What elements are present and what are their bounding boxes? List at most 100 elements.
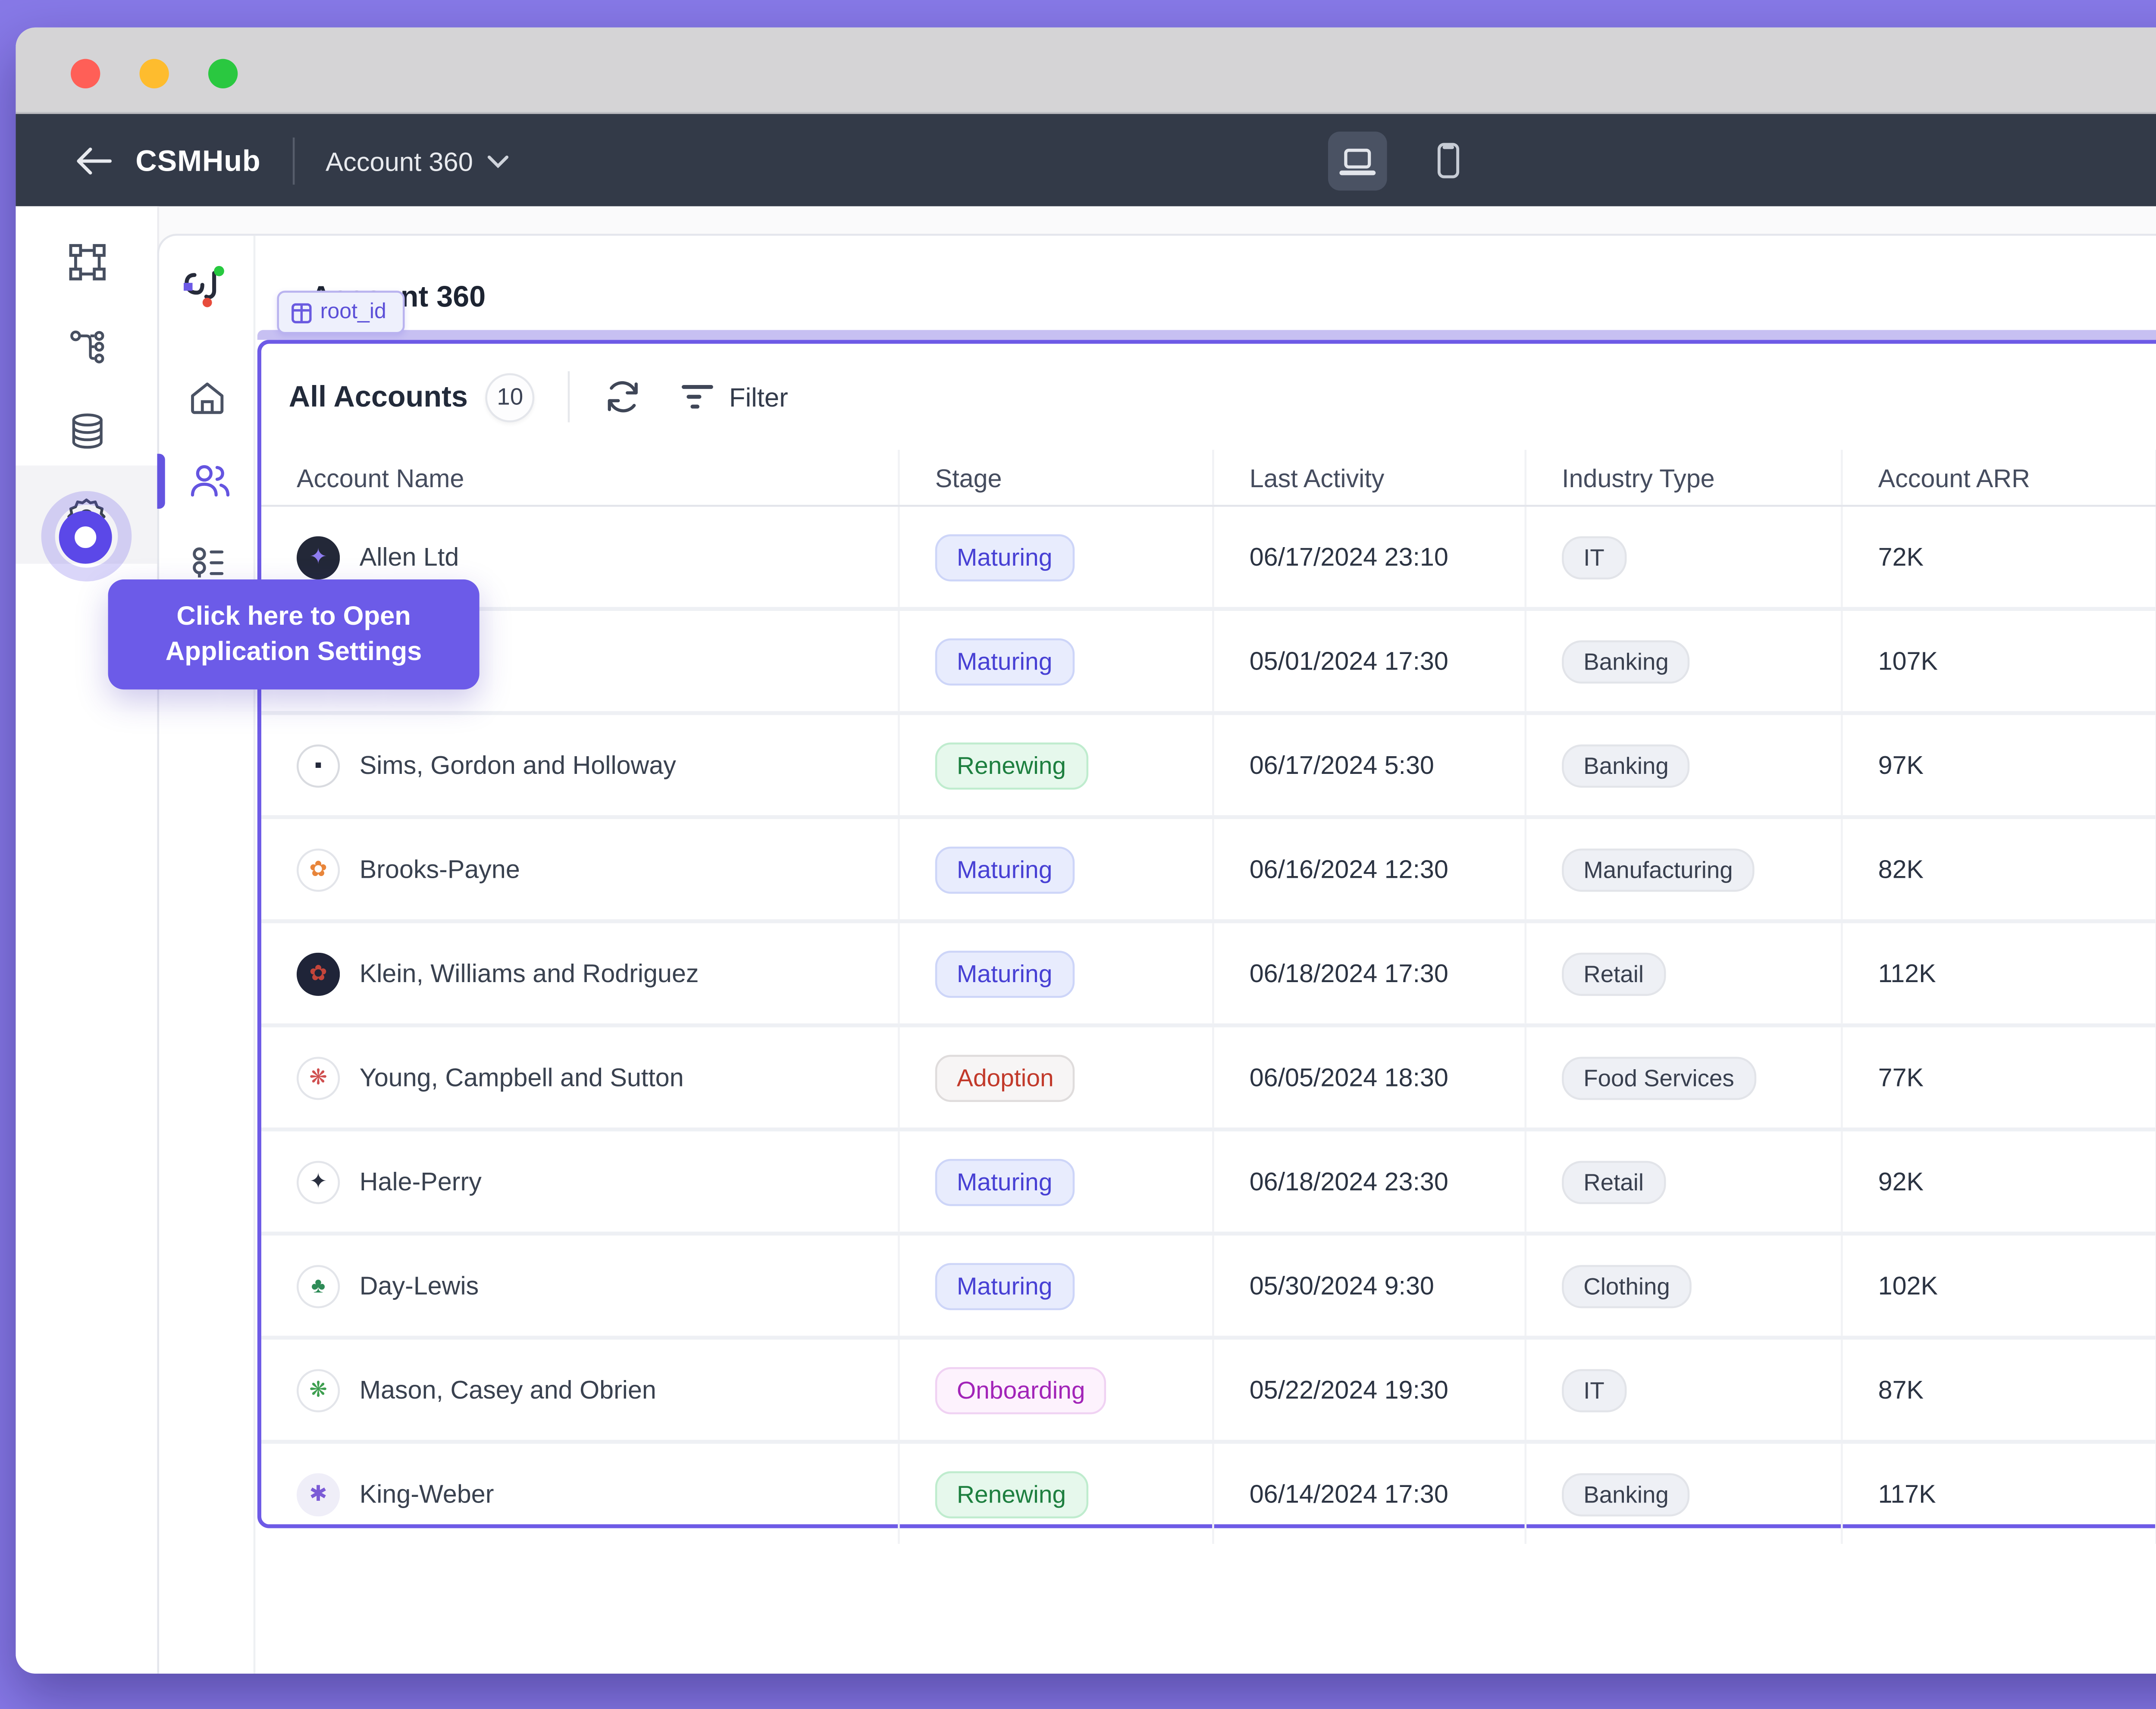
app-canvas: Account 360 root_id Properties All Accou… <box>157 234 2156 1674</box>
table-row[interactable]: ▪ Sims, Gordon and Holloway Renewing 06/… <box>261 711 2156 815</box>
arr-value: 72K <box>1878 542 1924 572</box>
table-row[interactable]: Maturing 05/01/2024 17:30 Banking 107K 0… <box>261 607 2156 711</box>
arr-cell: 97K <box>1841 715 2155 815</box>
account-name: Allen Ltd <box>359 542 459 572</box>
desktop-view-toggle[interactable] <box>1328 131 1387 191</box>
column-header-open-tasks[interactable]: Open Tasks <box>2155 450 2156 505</box>
people-icon <box>188 462 230 499</box>
last-activity-value: 06/14/2024 17:30 <box>1249 1479 1448 1509</box>
chevron-down-icon <box>487 154 508 168</box>
toolbar-divider <box>568 371 570 423</box>
account-name-cell: ♣ Day-Lewis <box>261 1236 898 1336</box>
column-header-last-activity[interactable]: Last Activity <box>1212 450 1524 505</box>
last-activity-cell: 05/30/2024 9:30 <box>1212 1235 1524 1336</box>
industry-badge: Food Services <box>1562 1055 1756 1099</box>
account-name: Klein, Williams and Rodriguez <box>359 958 699 988</box>
account-name: Hale-Perry <box>359 1167 482 1196</box>
zoom-window-button[interactable] <box>208 59 238 89</box>
arr-value: 77K <box>1878 1062 1924 1092</box>
industry-badge: Retail <box>1562 1160 1666 1203</box>
table-row[interactable]: ✿ Brooks-Payne Maturing 06/16/2024 12:30… <box>261 815 2156 920</box>
stage-cell: Maturing <box>898 1235 1212 1336</box>
arr-value: 102K <box>1878 1271 1938 1301</box>
sidebar-item-flows[interactable] <box>68 328 105 366</box>
sidebar-item-frames[interactable] <box>68 244 105 281</box>
table-row[interactable]: ✦ Allen Ltd Maturing 06/17/2024 23:10 IT… <box>261 507 2156 607</box>
back-icon[interactable] <box>75 145 112 177</box>
arr-cell: 107K <box>1841 610 2155 711</box>
account-name: King-Weber <box>359 1479 494 1509</box>
account-avatar: ✦ <box>296 535 340 579</box>
stage-cell: Maturing <box>898 507 1212 607</box>
stage-badge: Maturing <box>935 845 1074 893</box>
phone-icon <box>1432 141 1463 181</box>
table-row[interactable]: ❋ Young, Campbell and Sutton Adoption 06… <box>261 1023 2156 1128</box>
open-tasks-cell: 2 <box>2155 1340 2156 1440</box>
stage-cell: Maturing <box>898 923 1212 1024</box>
column-header-account-name[interactable]: Account Name <box>296 462 464 492</box>
column-header-stage[interactable]: Stage <box>898 450 1212 505</box>
stage-badge: Maturing <box>935 533 1074 581</box>
workspace: Account 360 root_id Properties All Accou… <box>16 206 2156 1674</box>
table-row[interactable]: ✿ Klein, Williams and Rodriguez Maturing… <box>261 919 2156 1024</box>
open-tasks-cell: 0 <box>2155 610 2156 711</box>
account-avatar: ✿ <box>296 952 340 995</box>
industry-cell: IT <box>1524 1340 1841 1440</box>
filter-button[interactable]: Filter <box>682 382 788 412</box>
open-tasks-cell: 2 <box>2155 1027 2156 1128</box>
arr-value: 82K <box>1878 854 1924 884</box>
column-header-industry-type[interactable]: Industry Type <box>1524 450 1841 505</box>
account-name-cell: ✱ King-Weber <box>261 1444 898 1544</box>
table-row[interactable]: ✱ King-Weber Renewing 06/14/2024 17:30 B… <box>261 1440 2156 1544</box>
nav-item-tasks[interactable] <box>188 544 226 582</box>
home-icon <box>188 379 226 416</box>
settings-tooltip: Click here to Open Application Settings <box>108 579 479 690</box>
column-header-account-arr[interactable]: Account ARR <box>1841 450 2155 505</box>
table-row[interactable]: ♣ Day-Lewis Maturing 05/30/2024 9:30 Clo… <box>261 1231 2156 1336</box>
account-avatar: ✦ <box>296 1160 340 1203</box>
account-name-cell: ❋ Young, Campbell and Sutton <box>261 1027 898 1127</box>
stage-badge: Renewing <box>935 741 1088 789</box>
filter-lines-icon <box>682 383 714 410</box>
checklist-icon <box>188 544 226 582</box>
refresh-button[interactable] <box>603 377 642 416</box>
arr-cell: 87K <box>1841 1340 2155 1440</box>
arr-cell: 117K <box>1841 1443 2155 1544</box>
root-id-tag[interactable]: root_id <box>277 291 404 334</box>
titlebar <box>16 27 2156 114</box>
stage-cell: Renewing <box>898 715 1212 815</box>
last-activity-cell: 06/18/2024 23:30 <box>1212 1131 1524 1232</box>
account-name-cell: ▪ Sims, Gordon and Holloway <box>261 715 898 815</box>
arr-cell: 92K <box>1841 1131 2155 1232</box>
arr-value: 97K <box>1878 750 1924 780</box>
industry-badge: Manufacturing <box>1562 847 1755 891</box>
account-name: Day-Lewis <box>359 1271 479 1301</box>
stage-cell: Maturing <box>898 819 1212 920</box>
last-activity-value: 06/16/2024 12:30 <box>1249 854 1448 884</box>
arr-cell: 102K <box>1841 1235 2155 1336</box>
database-icon <box>68 413 105 450</box>
account-avatar: ✿ <box>296 847 340 891</box>
industry-cell: IT <box>1524 507 1841 607</box>
mobile-view-toggle[interactable] <box>1419 131 1478 191</box>
account-name-cell: ✦ Hale-Perry <box>261 1131 898 1231</box>
last-activity-cell: 05/22/2024 19:30 <box>1212 1340 1524 1440</box>
account-name: Sims, Gordon and Holloway <box>359 750 676 780</box>
sidebar-item-database[interactable] <box>68 413 105 450</box>
view-switcher[interactable]: Account 360 <box>326 146 508 176</box>
nav-item-home[interactable] <box>188 379 226 416</box>
nav-item-accounts[interactable] <box>188 462 230 499</box>
last-activity-value: 05/01/2024 17:30 <box>1249 646 1448 676</box>
account-name-cell: ✿ Klein, Williams and Rodriguez <box>261 923 898 1023</box>
table-row[interactable]: ✦ Hale-Perry Maturing 06/18/2024 23:30 R… <box>261 1127 2156 1232</box>
last-activity-cell: 06/16/2024 12:30 <box>1212 819 1524 920</box>
close-window-button[interactable] <box>71 59 100 89</box>
table-row[interactable]: ❋ Mason, Casey and Obrien Onboarding 05/… <box>261 1336 2156 1440</box>
app-logo <box>181 261 232 312</box>
account-name-cell: ❋ Mason, Casey and Obrien <box>261 1340 898 1440</box>
minimize-window-button[interactable] <box>139 59 169 89</box>
open-tasks-cell: 3 <box>2155 1131 2156 1232</box>
arr-value: 92K <box>1878 1167 1924 1196</box>
account-name-cell: ✿ Brooks-Payne <box>261 819 898 919</box>
